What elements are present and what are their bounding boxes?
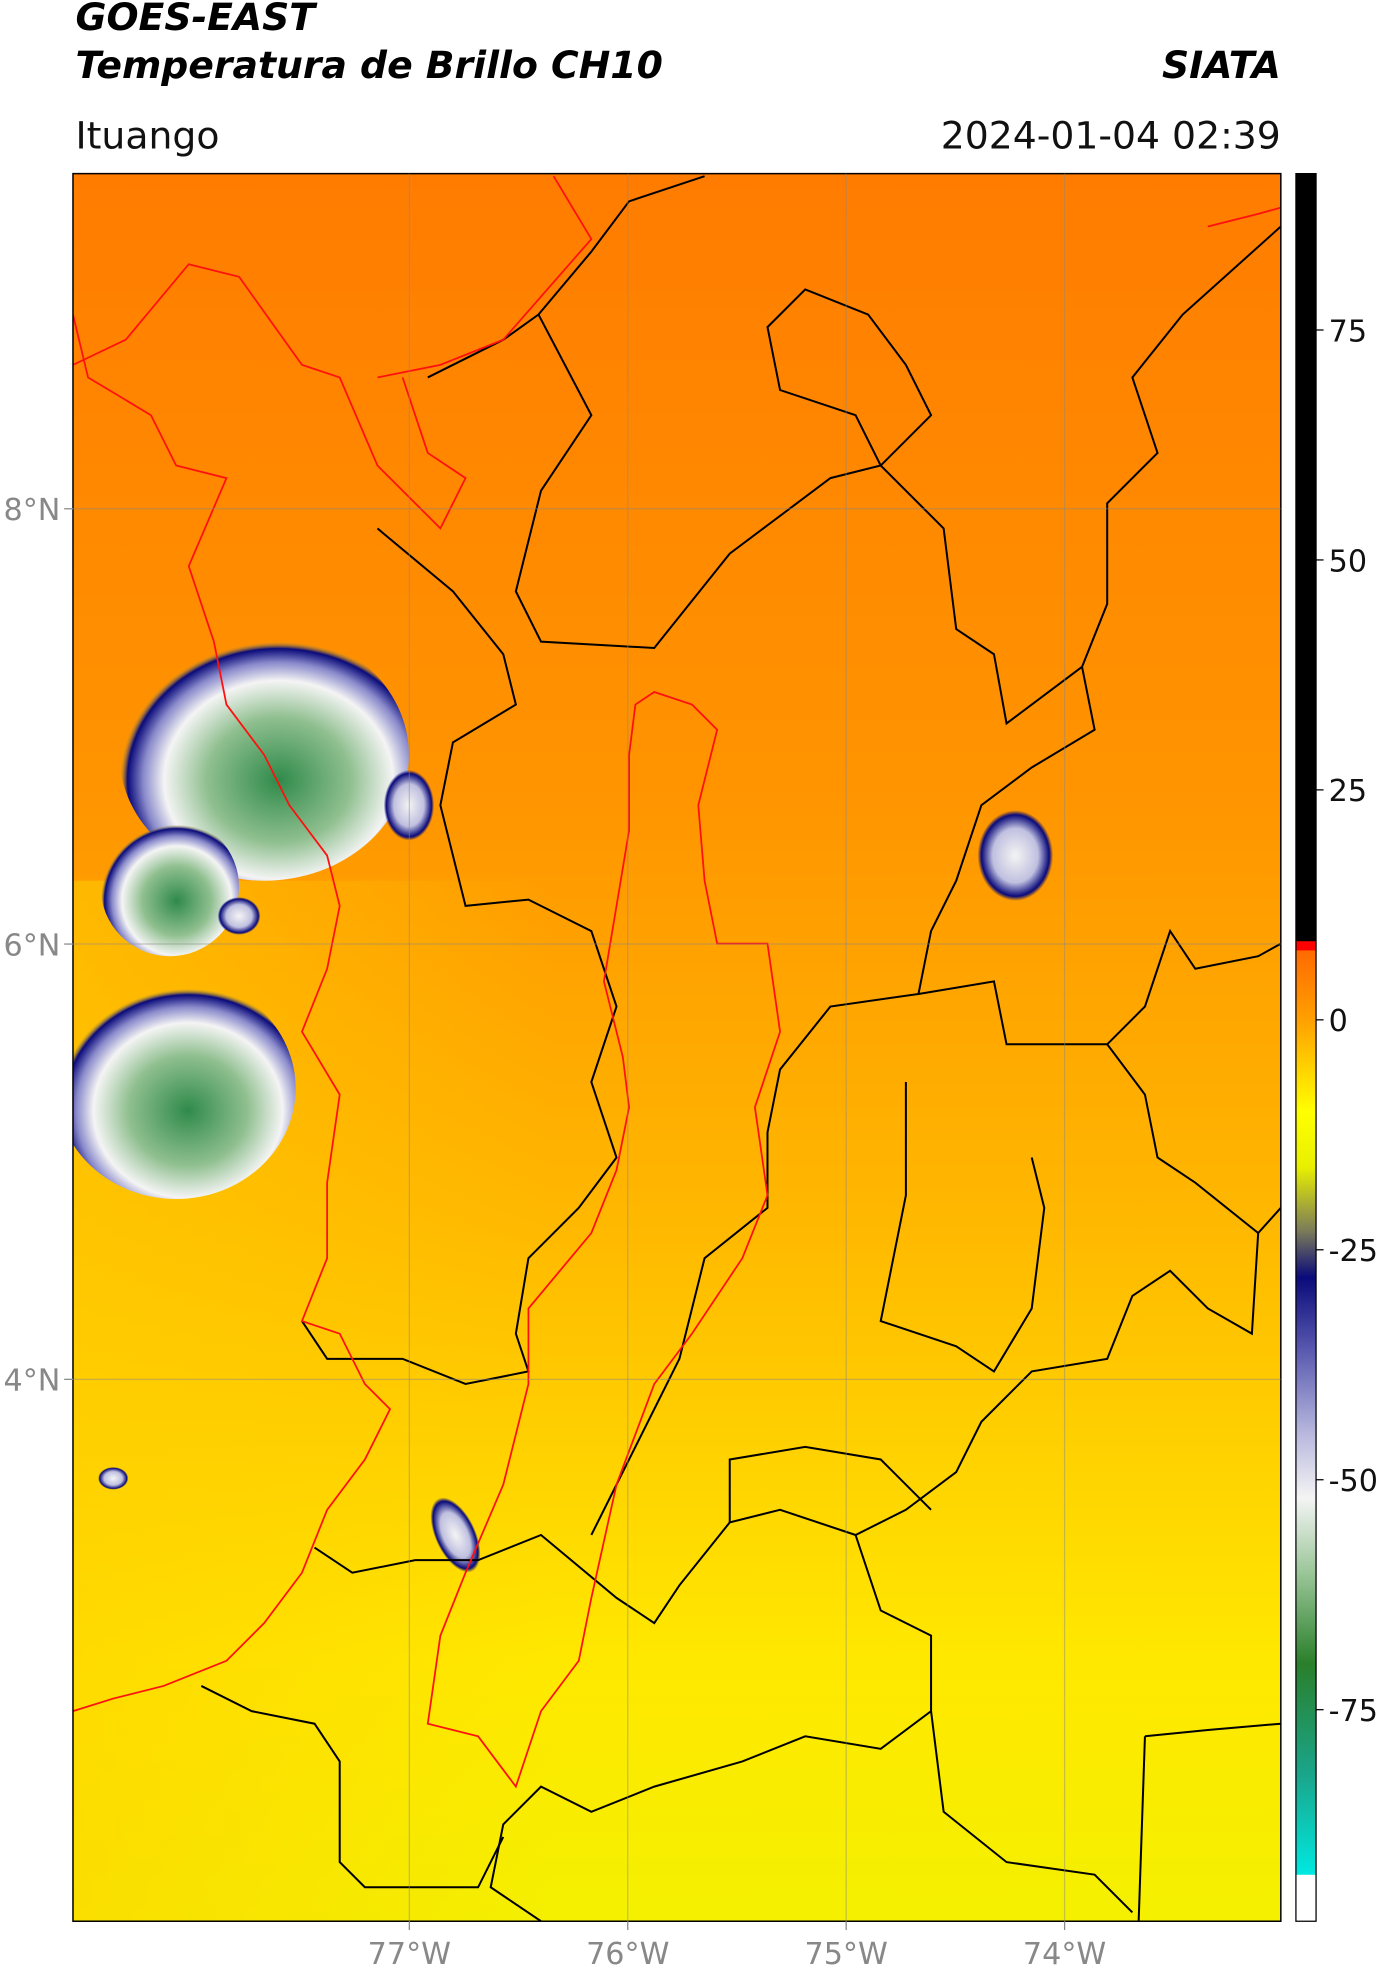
cloud-cell <box>217 897 261 935</box>
coastline-and-basin <box>72 175 1281 1789</box>
basin <box>426 691 781 1789</box>
colorbar-tick-label: -25 <box>1329 1234 1378 1269</box>
x-tick-label: 76°W <box>586 1937 669 1972</box>
border <box>1137 1722 1281 1922</box>
cloud-cell <box>977 810 1054 901</box>
colorbar-tick-label: 50 <box>1329 544 1367 579</box>
colorbar-tick-label: 75 <box>1329 314 1367 349</box>
border <box>200 1685 505 1889</box>
title-line2: Temperatura de Brillo CH10 <box>75 43 662 87</box>
border <box>1106 928 1281 1045</box>
colorbar-tick-label: -75 <box>1329 1694 1378 1729</box>
y-tick-label: 6°N <box>4 928 61 963</box>
border <box>918 980 1281 1235</box>
coastline <box>72 314 392 1712</box>
cloud-cell <box>100 817 240 957</box>
border <box>930 1710 1134 1914</box>
datetime: 2024-01-04 02:39 <box>941 113 1281 157</box>
colorbar-tick-label: 0 <box>1329 1004 1348 1039</box>
coastline <box>377 175 593 379</box>
colorbar <box>1295 172 1317 1922</box>
border <box>301 527 618 1386</box>
source: SIATA <box>1162 43 1281 87</box>
cloud-cell <box>98 1467 129 1490</box>
border <box>880 225 1281 726</box>
cloud-cell <box>383 770 435 841</box>
border <box>590 666 1096 1536</box>
x-tick-label: 77°W <box>368 1937 451 1972</box>
x-tick-label: 74°W <box>1023 1937 1106 1972</box>
location: Ituango <box>75 113 219 157</box>
coastline <box>1207 206 1281 228</box>
border <box>427 175 705 379</box>
coastline <box>72 263 467 530</box>
title-line1: GOES-EAST <box>75 0 318 39</box>
grid <box>64 173 1281 1931</box>
cloud-cell <box>430 1497 481 1573</box>
map-frame <box>72 172 1282 1922</box>
y-tick-label: 4°N <box>4 1364 61 1399</box>
admin-borders <box>200 175 1281 1922</box>
colorbar-tick-label: 25 <box>1329 774 1367 809</box>
colorbar-tick-label: -50 <box>1329 1464 1378 1499</box>
border <box>489 1534 933 1922</box>
y-tick-label: 8°N <box>4 493 61 528</box>
map-image <box>72 173 1281 1922</box>
cloud-cell <box>72 977 296 1200</box>
border <box>728 1445 932 1523</box>
x-tick-label: 75°W <box>804 1937 887 1972</box>
border <box>879 1082 1046 1373</box>
